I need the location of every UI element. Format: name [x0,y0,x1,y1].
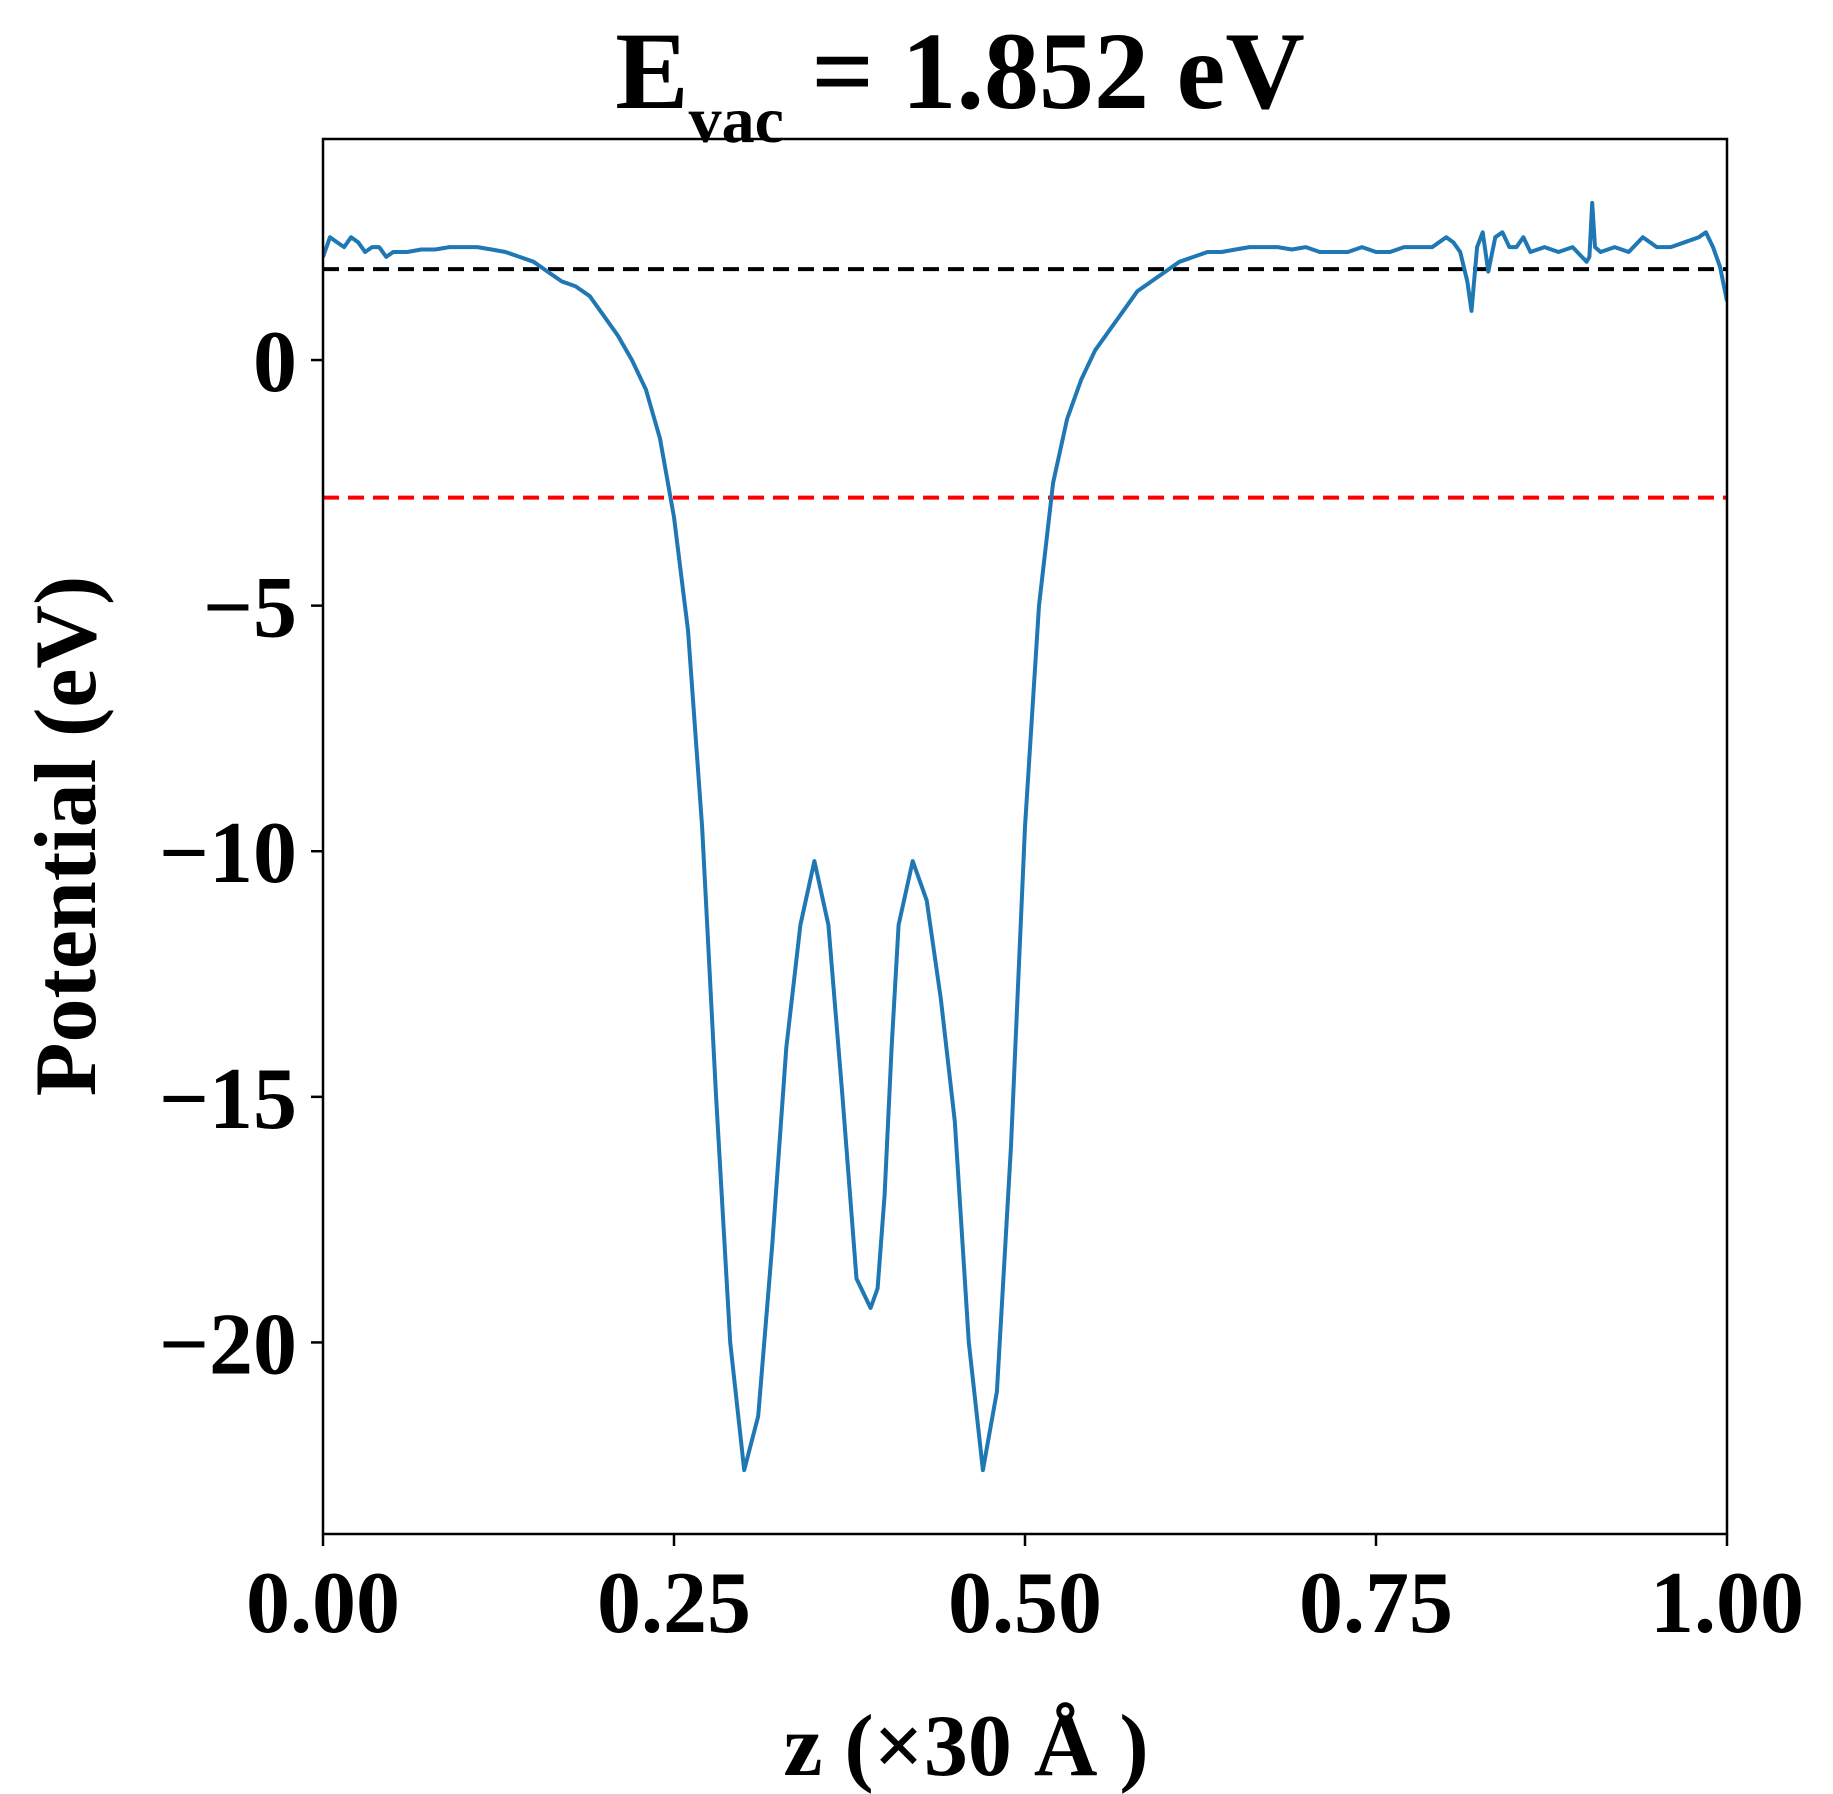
title-main: E [615,10,688,132]
y-tick-label: −20 [159,1296,297,1393]
x-tick-label: 0.75 [1299,1555,1453,1652]
x-axis-ticks: 0.00 0.25 0.50 0.75 1.00 [246,1534,1804,1652]
chart-title: Evac = 1.852 eV [615,10,1305,157]
y-axis-ticks: 0 −5 −10 −15 −20 [159,314,323,1393]
title-subscript: vac [689,84,784,157]
x-tick-label: 0.50 [948,1555,1102,1652]
y-tick-label: 0 [253,314,297,411]
y-tick-label: −15 [159,1051,297,1148]
reference-lines [323,267,1727,500]
x-tick-label: 1.00 [1650,1555,1804,1652]
x-tick-label: 0.00 [246,1555,400,1652]
y-tick-label: −10 [159,805,297,902]
series-group [323,200,1727,1473]
x-tick-label: 0.25 [597,1555,751,1652]
title-rest: = 1.852 eV [784,10,1305,132]
y-axis-label: Potential (eV) [18,576,115,1096]
y-tick-label: −5 [203,560,297,657]
potential-series-line-0 [323,200,1727,1473]
x-axis-label: z (×30 Å ) [783,1698,1148,1794]
